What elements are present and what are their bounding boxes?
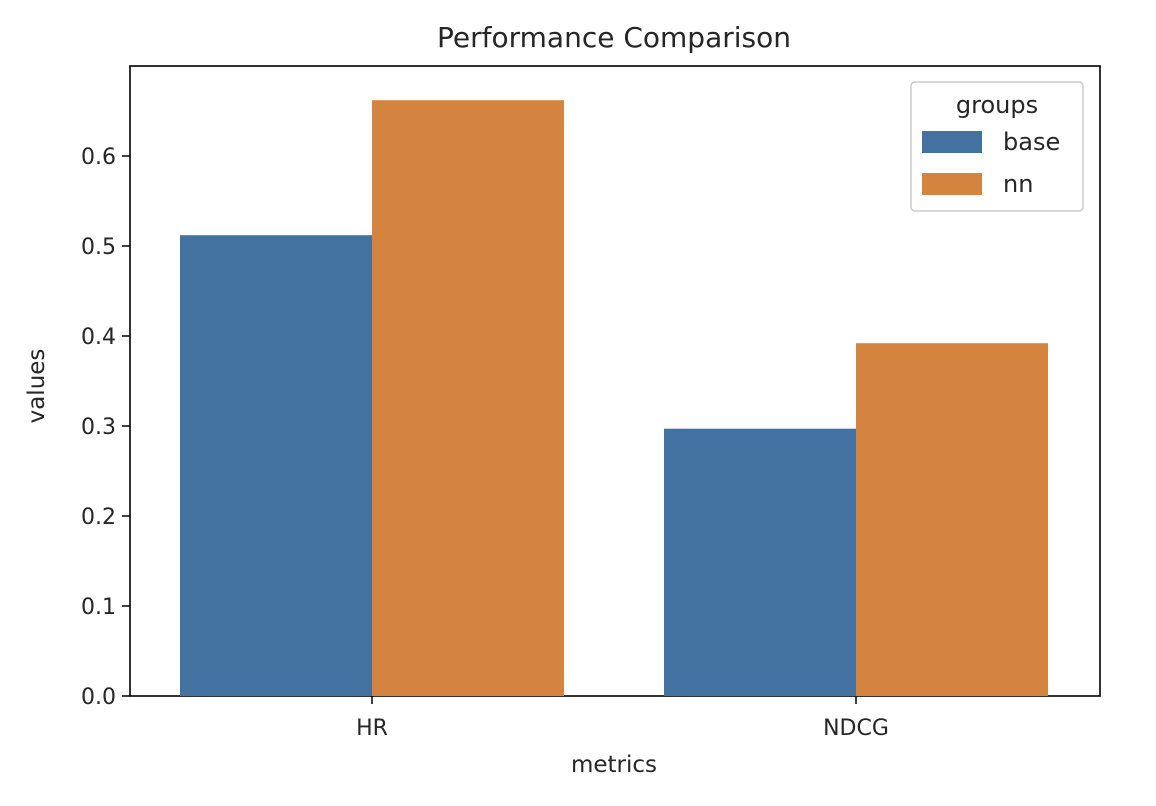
y-tick-label-0: 0.0: [81, 685, 116, 710]
x-tick-label-hr: HR: [356, 716, 388, 741]
bar-nn-hr: [372, 100, 564, 696]
bar-base-ndcg: [664, 428, 856, 696]
x-tick-label-ndcg: NDCG: [823, 716, 889, 741]
y-tick-label-5: 0.5: [81, 235, 116, 260]
y-tick-label-4: 0.4: [81, 325, 116, 350]
x-axis: HR NDCG: [356, 696, 889, 741]
y-tick-label-1: 0.1: [81, 595, 116, 620]
y-tick-label-6: 0.6: [81, 145, 116, 170]
bar-base-hr: [180, 235, 372, 696]
legend-items: base nn: [922, 128, 1060, 198]
plot-frame: [129, 65, 1101, 697]
legend-title: groups: [956, 91, 1038, 119]
bars-layer: [180, 100, 1048, 696]
legend-swatch-nn: [922, 173, 982, 195]
y-tick-label-3: 0.3: [81, 415, 116, 440]
y-axis-title: values: [24, 349, 50, 424]
chart-title: Performance Comparison: [437, 21, 791, 54]
legend-label-nn: nn: [1003, 170, 1033, 198]
y-tick-label-2: 0.2: [81, 505, 116, 530]
x-axis-title: metrics: [571, 752, 657, 778]
legend-swatch-base: [922, 131, 982, 153]
bar-nn-ndcg: [856, 343, 1048, 696]
y-axis: 0.0 0.1 0.2 0.3 0.4 0.5 0.6: [81, 145, 130, 710]
legend-label-base: base: [1003, 128, 1060, 156]
legend: groups base nn: [910, 81, 1084, 212]
